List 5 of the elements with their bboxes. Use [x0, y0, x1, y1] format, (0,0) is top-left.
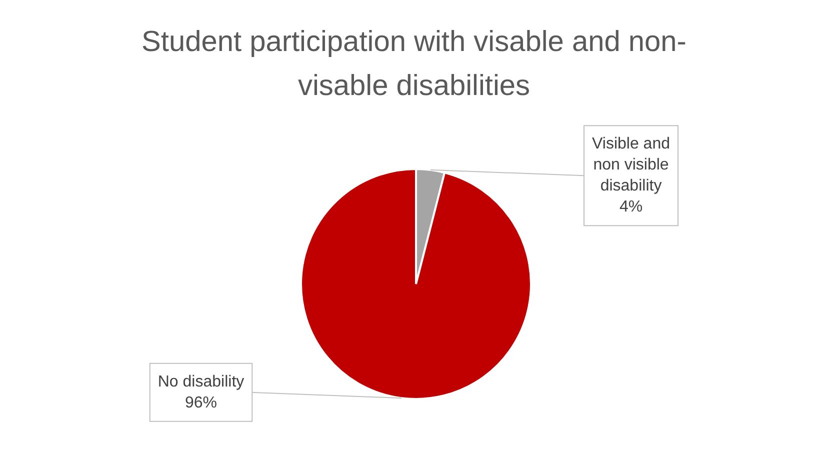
slice-label: No disability — [158, 373, 244, 390]
data-label: 96% — [184, 394, 218, 412]
chart-title: Student participation with visable and non-visable disabilities — [140, 25, 688, 104]
data-label: 4% — [619, 198, 643, 216]
slice-label: Visible and non visible disability — [592, 136, 670, 195]
